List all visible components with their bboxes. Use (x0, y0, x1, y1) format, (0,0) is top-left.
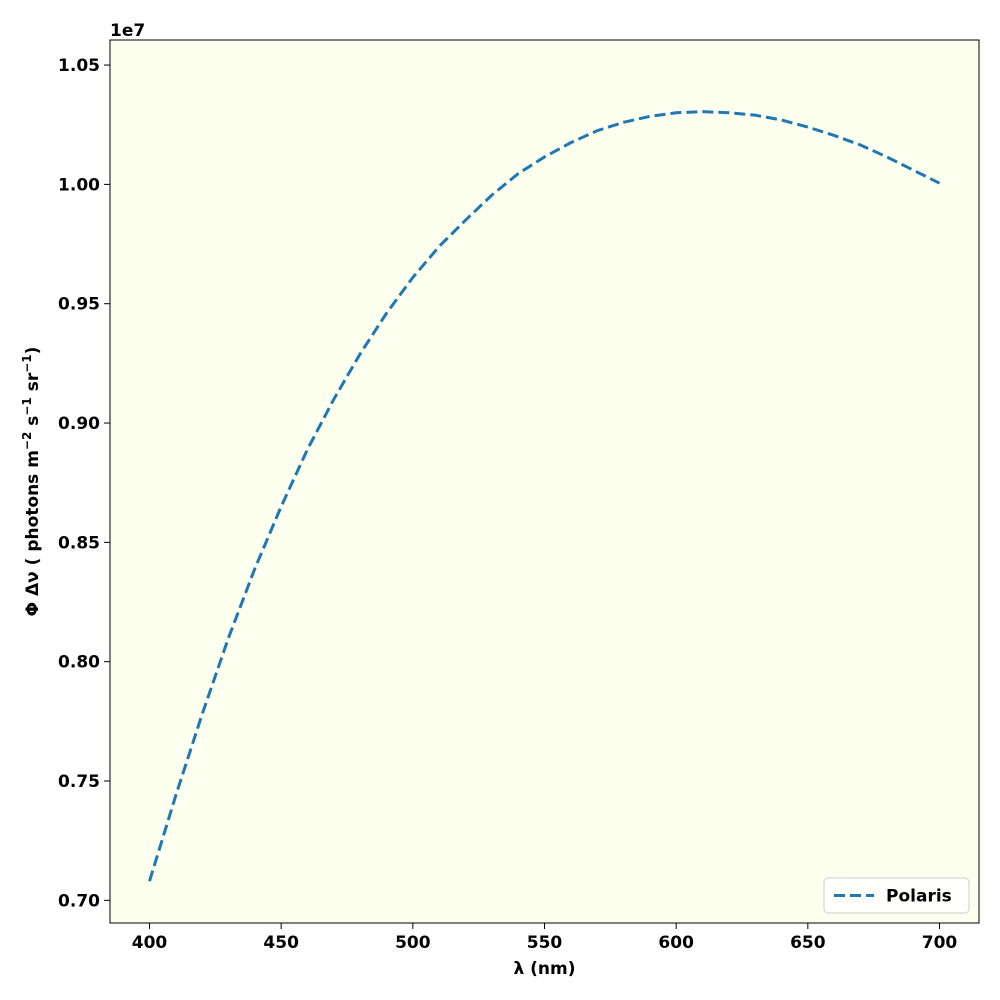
y-tick-label: 0.75 (58, 772, 100, 792)
legend-label: Polaris (886, 887, 952, 907)
y-tick-label: 0.70 (58, 891, 100, 911)
y-tick-label: 0.90 (58, 414, 100, 434)
x-axis: 400 450 500 550 600 650 700 (132, 923, 958, 953)
series-layer (148, 110, 941, 882)
y-axis: 0.70 0.75 0.80 0.85 0.90 0.95 1.00 1.05 (58, 56, 110, 911)
legend: Polaris (823, 877, 970, 914)
x-tick-label: 600 (658, 933, 694, 953)
legend-box (823, 877, 970, 914)
x-tick-label: 700 (922, 933, 958, 953)
x-tick-label: 500 (395, 933, 431, 953)
plot-area (110, 40, 979, 923)
y-tick-label: 0.80 (58, 653, 100, 673)
y-tick-label: 1.05 (58, 56, 100, 76)
y-tick-label: 1.00 (58, 175, 100, 195)
y-tick-label: 0.95 (58, 295, 100, 315)
x-axis-label: λ (nm) (513, 959, 575, 979)
y-offset-label: 1e7 (110, 21, 145, 41)
x-tick-label: 550 (527, 933, 563, 953)
y-tick-label: 0.85 (58, 533, 100, 553)
x-tick-label: 650 (790, 933, 826, 953)
x-tick-label: 400 (132, 933, 168, 953)
y-axis-label: Φ Δν ( photons m−2 s−1 sr−1) (20, 347, 43, 617)
series-line-0 (148, 110, 941, 882)
x-tick-label: 450 (263, 933, 299, 953)
